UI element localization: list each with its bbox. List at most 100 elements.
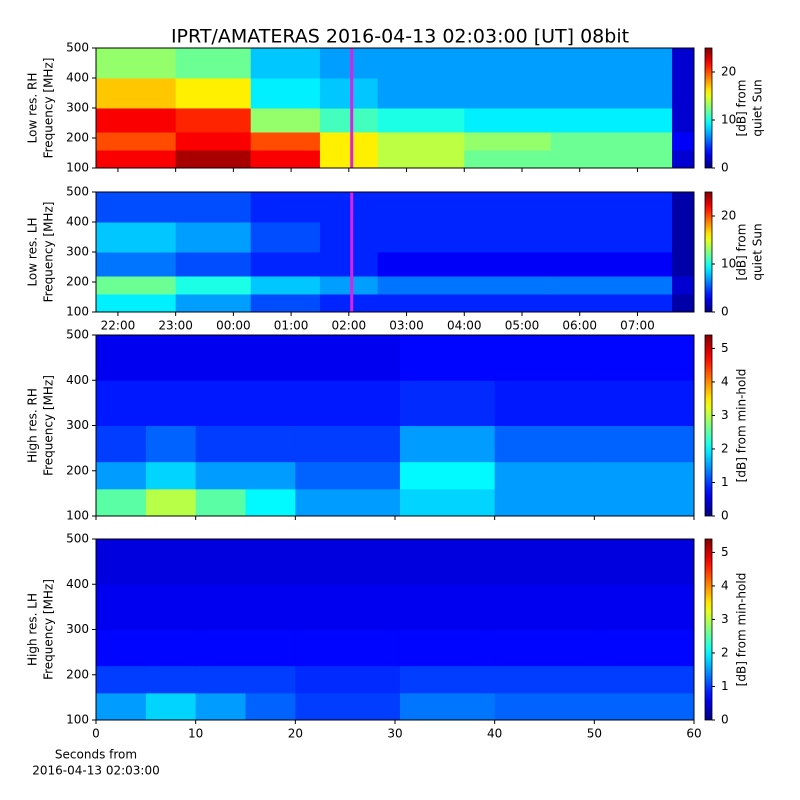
x-tick-label: 07:00: [620, 319, 655, 333]
x-tick-label: 30: [387, 727, 402, 741]
heatmap-cell: [377, 252, 465, 277]
heatmap-cell: [195, 425, 246, 463]
y-tick-label: 300: [66, 101, 89, 115]
y-tick-label: 100: [66, 161, 89, 175]
heatmap-cell: [464, 150, 552, 169]
y-axis-label: Low res. LH: [26, 217, 40, 286]
heatmap-cell: [245, 629, 296, 667]
heatmap-cell: [594, 335, 695, 381]
heatmap-cell: [494, 488, 595, 517]
heatmap-cell: [195, 665, 246, 694]
heatmap-cell: [494, 425, 595, 463]
x-tick-label: 01:00: [274, 319, 309, 333]
heatmap-cell: [550, 222, 673, 253]
heatmap-cell: [319, 48, 379, 79]
y-axis-label: Frequency [MHz]: [42, 375, 56, 476]
heatmap-cell: [195, 461, 246, 490]
heatmap-cell: [145, 425, 197, 463]
heatmap-cell: [250, 108, 321, 133]
heatmap-cell: [175, 252, 252, 277]
heatmap-cell: [377, 150, 465, 169]
heatmap-cell: [245, 584, 296, 630]
heatmap-cell: [295, 629, 401, 667]
heatmap-cell: [672, 150, 695, 169]
heatmap-cell: [672, 192, 695, 223]
heatmap-cell: [594, 488, 695, 517]
heatmap-cell: [494, 461, 595, 490]
heatmap-cell: [295, 425, 401, 463]
y-tick-label: 300: [66, 418, 89, 432]
heatmap-cell: [250, 276, 321, 295]
y-axis-label: High res. LH: [26, 593, 40, 666]
heatmap-cell: [399, 461, 496, 490]
heatmap-cell: [319, 192, 379, 223]
heatmap-cell: [96, 78, 177, 109]
heatmap-cell: [594, 461, 695, 490]
heatmap-cell: [399, 692, 496, 721]
y-tick-label: 400: [66, 71, 89, 85]
heatmap-cell: [145, 461, 197, 490]
colorbar-label: [dB] from min-hold: [735, 573, 749, 687]
heatmap-cell: [672, 252, 695, 277]
y-tick-label: 500: [66, 328, 89, 342]
heatmap-cell: [295, 539, 401, 585]
heatmap-cell: [145, 584, 197, 630]
x-tick-label: 20: [288, 727, 303, 741]
heatmap-cell: [245, 335, 296, 381]
heatmap-cell: [295, 461, 401, 490]
colorbar-label: quiet Sun: [751, 223, 765, 280]
heatmap-cell: [399, 584, 496, 630]
colorbar-tick-label: 20: [721, 209, 736, 223]
figure-title: IPRT/AMATERAS 2016-04-13 02:03:00 [UT] 0…: [171, 26, 629, 48]
heatmap-cell: [550, 48, 673, 79]
heatmap-cell: [494, 380, 595, 426]
heatmap-cell: [245, 665, 296, 694]
heatmap-cell: [464, 132, 552, 151]
colorbar: [704, 191, 713, 313]
heatmap-cell: [550, 192, 673, 223]
y-axis-label: High res. RH: [26, 388, 40, 463]
colorbar: [704, 538, 713, 721]
x-tick-label: 06:00: [562, 319, 597, 333]
heatmap-cell: [672, 78, 695, 109]
colorbar-tick-label: 3: [721, 408, 729, 422]
heatmap-cell: [96, 629, 147, 667]
colorbar-tick-label: 10: [721, 257, 736, 271]
y-tick-label: 400: [66, 373, 89, 387]
heatmap-cell: [96, 425, 147, 463]
colorbar-tick-label: 5: [721, 341, 729, 355]
x-tick-label: 60: [686, 727, 701, 741]
heatmap-cell: [672, 276, 695, 295]
heatmap-cell: [399, 425, 496, 463]
heatmap-cell: [464, 276, 552, 295]
colorbar-tick-label: 2: [721, 441, 729, 455]
heatmap-cell: [594, 425, 695, 463]
heatmap-cell: [399, 335, 496, 381]
heatmap-cell: [175, 294, 252, 313]
x-tick-label: 40: [487, 727, 502, 741]
heatmap-cell: [594, 380, 695, 426]
heatmap-cell: [96, 108, 177, 133]
heatmap-cell: [96, 252, 177, 277]
heatmap-cell: [96, 584, 147, 630]
colorbar-tick-label: 3: [721, 612, 729, 626]
y-tick-label: 300: [66, 245, 89, 259]
y-tick-label: 200: [66, 131, 89, 145]
heatmap-cell: [594, 584, 695, 630]
heatmap-cell: [195, 335, 246, 381]
heatmap-cell: [96, 192, 177, 223]
heatmap-cell: [96, 294, 177, 313]
heatmap-cell: [594, 665, 695, 694]
heatmap-cell: [195, 539, 246, 585]
heatmap-cell: [319, 78, 379, 109]
x-tick-label: 03:00: [389, 319, 424, 333]
heatmap-cell: [464, 108, 552, 133]
colorbar-tick-label: 2: [721, 645, 729, 659]
x-tick-label: 02:00: [332, 319, 367, 333]
heatmap-cell: [319, 132, 379, 151]
heatmap-cell: [594, 692, 695, 721]
colorbar-label: [dB] from min-hold: [735, 369, 749, 483]
heatmap-cell: [377, 276, 465, 295]
colorbar-tick-label: 1: [721, 679, 729, 693]
heatmap-cell: [175, 192, 252, 223]
